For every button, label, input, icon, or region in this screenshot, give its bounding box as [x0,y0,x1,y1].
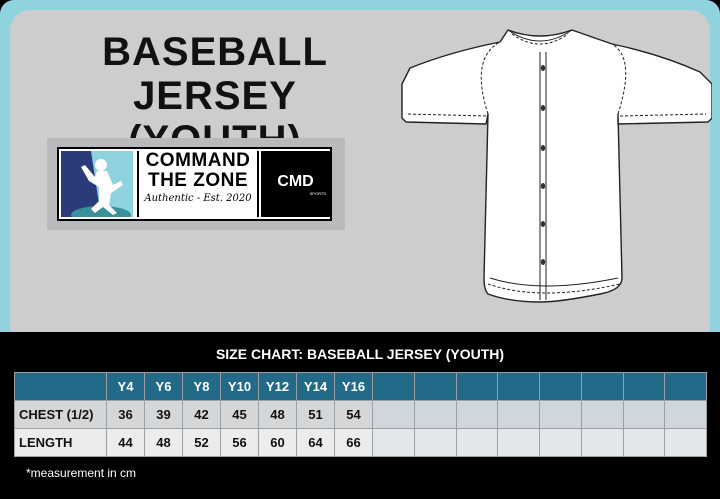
cmd-brand-sub: SPORTS [309,191,326,196]
empty-cell [455,428,499,457]
header-size-y8: Y8 [182,372,221,401]
header-size-y16: Y16 [334,372,373,401]
size-table: Y4 Y6 Y8 Y10 Y12 Y14 Y16 CHEST (1/2) 36 39 42 45 48 5… [14,372,707,457]
pitcher-icon [61,151,133,217]
table-cell: 48 [258,400,297,429]
empty-cell [622,400,666,429]
table-cell: 42 [182,400,221,429]
row-label: LENGTH [14,428,107,457]
empty-cell [580,400,624,429]
cmd-sports-logo: CMD SPORTS [261,151,330,217]
table-cell: 44 [106,428,145,457]
header-empty-cell [539,372,582,401]
table-cell: 56 [220,428,259,457]
logo-tagline: Authentic - Est. 2020 [144,193,252,204]
title-line-1: BASEBALL JERSEY [102,30,328,118]
table-cell: 39 [144,400,183,429]
logo-line-2: THE ZONE [147,170,249,191]
cmd-brand: CMD [277,173,314,190]
empty-cell [372,400,415,429]
table-cell: 66 [334,428,373,457]
empty-cell [539,428,582,457]
brand-logo: COMMAND THE ZONE Authentic - Est. 2020 C… [47,138,345,230]
header-empty-cell [664,372,707,401]
table-cell: 36 [106,400,145,429]
empty-cell [539,400,582,429]
empty-cell [664,400,707,429]
table-row: LENGTH 44 48 52 56 60 64 66 [14,428,707,457]
header-size-y4: Y4 [106,372,145,401]
header-corner-cell [14,372,107,401]
logo-line-1: COMMAND [145,150,251,171]
table-cell: 52 [182,428,221,457]
header-empty-cell [372,372,415,401]
empty-cell [497,400,540,429]
empty-cell [455,400,499,429]
table-cell: 60 [258,428,297,457]
header-size-y10: Y10 [220,372,259,401]
table-row: CHEST (1/2) 36 39 42 45 48 51 54 [14,400,707,429]
header-size-y12: Y12 [258,372,297,401]
jersey-icon [400,28,713,308]
empty-cell [622,428,666,457]
measurement-note: *measurement in cm [26,466,137,480]
header-empty-cell [622,372,666,401]
table-cell: 45 [220,400,259,429]
table-cell: 64 [296,428,335,457]
empty-cell [372,428,415,457]
header-empty-cell [413,372,457,401]
empty-cell [580,428,624,457]
row-label: CHEST (1/2) [14,400,107,429]
empty-cell [413,428,457,457]
empty-cell [413,400,457,429]
header-size-y14: Y14 [296,372,335,401]
header-size-y6: Y6 [144,372,183,401]
size-chart-title: SIZE CHART: BASEBALL JERSEY (YOUTH) [215,346,505,362]
empty-cell [497,428,540,457]
header-empty-cell [580,372,624,401]
empty-cell [664,428,707,457]
logo-wordmark: COMMAND THE ZONE Authentic - Est. 2020 [137,151,259,217]
table-header-row: Y4 Y6 Y8 Y10 Y12 Y14 Y16 [14,372,707,401]
header-empty-cell [497,372,540,401]
table-cell: 51 [296,400,335,429]
table-cell: 54 [334,400,373,429]
header-empty-cell [455,372,499,401]
table-cell: 48 [144,428,183,457]
